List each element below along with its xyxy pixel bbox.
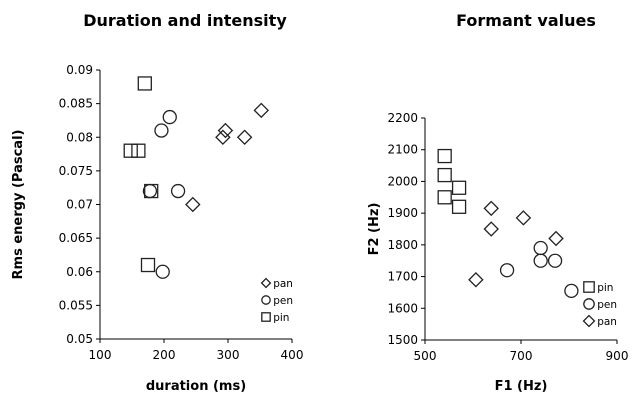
data-point-pen-circle	[155, 264, 170, 279]
data-point-pin-square	[123, 143, 138, 158]
data-point-pen-circle	[533, 253, 548, 268]
data-point-pan-diamond	[548, 230, 564, 247]
chart-panel-2: Formant values 1500 1600 1700 1800 1900 2000 21…	[367, 11, 628, 394]
legend: pan pen pin	[260, 277, 293, 324]
x-tick-label: 900	[606, 349, 629, 363]
y-tick-label: 0.06	[66, 265, 93, 279]
chart-title: Formant values	[456, 11, 596, 30]
data-point-pin-square	[144, 183, 159, 199]
data-point-pin-square	[451, 199, 467, 214]
data-point-pan-diamond	[217, 122, 234, 139]
data-point-pan-diamond	[185, 196, 201, 213]
legend-label: pen	[597, 299, 617, 311]
y-tick-label: 0.065	[59, 231, 93, 245]
data-point-pen-circle	[162, 109, 177, 125]
x-tick-label: 700	[510, 349, 533, 363]
data-point-pen-circle	[154, 123, 169, 138]
y-tick-label: 0.07	[66, 198, 93, 212]
data-point-pen-circle	[499, 263, 515, 278]
chart-title: Duration and intensity	[83, 11, 287, 30]
data-point-pin-square	[140, 257, 156, 273]
data-point-pan-diamond	[483, 221, 499, 237]
y-tick-label: 0.05	[66, 332, 93, 346]
legend: pin pen pan	[582, 281, 617, 328]
x-axis-label: F1 (Hz)	[495, 379, 548, 394]
y-tick-label: 0.075	[59, 164, 93, 178]
data-point-pen-circle	[533, 240, 548, 256]
data-point-pan-diamond	[253, 102, 270, 119]
legend-marker-diamond	[582, 314, 596, 328]
data-point-pin-square	[437, 167, 452, 183]
data-point-pin-square	[437, 190, 452, 205]
legend-marker-circle	[583, 298, 595, 310]
legend-label: pan	[273, 278, 293, 290]
y-tick-label: 1900	[387, 206, 418, 220]
x-tick-label: 200	[153, 348, 176, 362]
x-axis-label: duration (ms)	[146, 379, 246, 394]
data-point-pen-circle	[564, 283, 579, 298]
legend-label: pen	[273, 295, 293, 307]
x-tick-label: 400	[281, 348, 304, 362]
x-tick-label: 300	[217, 348, 240, 362]
x-tick-label: 500	[414, 349, 437, 363]
legend-label: pin	[273, 312, 289, 324]
legend-marker-diamond	[260, 277, 272, 289]
legend-marker-circle	[261, 295, 271, 305]
y-axis-label: Rms energy (Pascal)	[11, 130, 26, 280]
legend-marker-square	[583, 281, 595, 293]
y-tick-label: 2000	[387, 174, 418, 188]
data-point-pan-diamond	[515, 210, 532, 226]
data-point-pen-circle	[170, 183, 186, 199]
data-point-pen-circle	[547, 253, 563, 268]
y-tick-label: 0.055	[59, 298, 93, 312]
data-point-pin-square	[137, 76, 152, 91]
data-point-pan-diamond	[468, 271, 484, 288]
y-tick-label: 1600	[387, 301, 418, 315]
y-tick-label: 0.08	[66, 130, 93, 144]
data-point-pin-square	[131, 143, 146, 158]
data-point-pan-diamond	[215, 129, 231, 145]
y-tick-label: 0.09	[66, 63, 93, 77]
data-point-pan-diamond	[236, 129, 253, 145]
y-tick-label: 0.085	[59, 97, 93, 111]
legend-label: pan	[597, 316, 617, 328]
data-point-pan-diamond	[483, 200, 499, 217]
legend-marker-square	[261, 312, 271, 322]
chart-panel-1: Duration and intensity 0.05 0.055 0.06 0.065…	[11, 11, 303, 394]
data-point-pin-square	[437, 148, 452, 164]
data-point-pin-square	[451, 180, 467, 195]
legend-label: pin	[597, 282, 613, 294]
y-tick-label: 1700	[387, 270, 418, 284]
y-tick-label: 2100	[387, 143, 418, 157]
y-tick-label: 2200	[387, 111, 418, 125]
y-tick-label: 1500	[387, 333, 418, 347]
data-point-pen-circle	[142, 183, 158, 199]
x-tick-label: 100	[89, 348, 112, 362]
y-tick-label: 1800	[387, 238, 418, 252]
y-axis-label: F2 (Hz)	[367, 203, 382, 256]
